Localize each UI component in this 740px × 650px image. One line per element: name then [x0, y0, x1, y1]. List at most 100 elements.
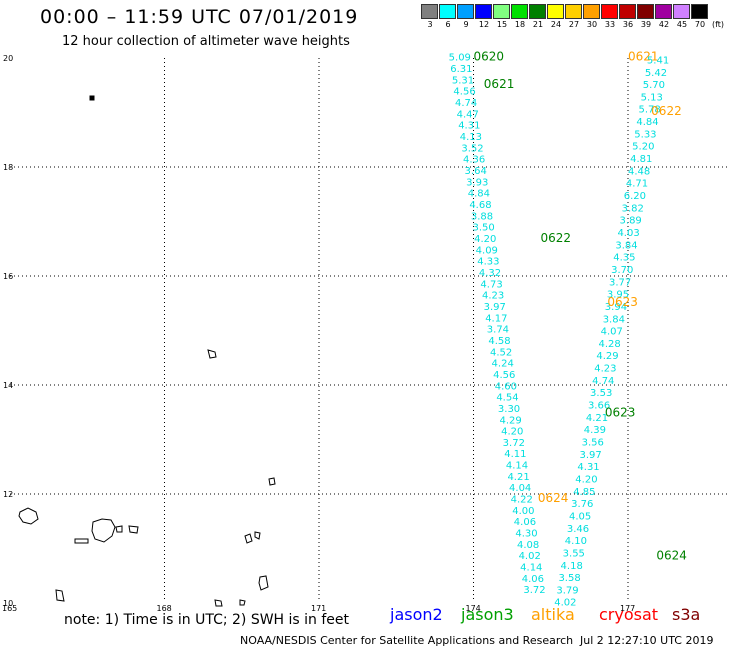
wave-height-value: 4.28	[598, 339, 620, 350]
island	[268, 477, 276, 486]
wave-height-value: 4.39	[584, 425, 606, 436]
wave-height-value: 3.64	[465, 166, 487, 177]
map-title: 00:00 – 11:59 UTC 07/01/2019	[40, 6, 359, 28]
wave-height-value: 5.42	[645, 68, 667, 79]
wave-height-value: 5.13	[641, 92, 663, 103]
time-tag: 0622	[540, 231, 571, 245]
legend-label: 3	[427, 20, 433, 29]
island	[128, 525, 139, 534]
wave-height-value: 4.60	[495, 381, 517, 392]
wave-height-value: 4.06	[522, 574, 544, 585]
island	[55, 589, 65, 602]
time-tag: 0624	[538, 491, 569, 505]
wave-height-value: 3.66	[588, 401, 610, 412]
wave-height-value: 4.85	[573, 487, 595, 498]
wave-height-value: 5.70	[643, 80, 665, 91]
legend-label: 39	[640, 20, 652, 29]
time-tag: 0621	[628, 50, 659, 64]
legend-label: 36	[622, 20, 634, 29]
wave-height-value: 3.88	[471, 211, 493, 222]
wave-height-value: 4.56	[493, 370, 515, 381]
wave-height-value: 4.14	[506, 461, 528, 472]
wave-height-value: 4.11	[504, 449, 526, 460]
wave-height-value: 3.70	[611, 265, 633, 276]
wave-height-value: 4.81	[630, 154, 652, 165]
island	[207, 349, 217, 359]
wave-height-value: 3.46	[567, 524, 589, 535]
wave-height-value: 3.30	[498, 404, 520, 415]
legend-swatch	[547, 4, 564, 19]
lon-label: 165	[2, 604, 17, 613]
wave-height-value: 4.56	[453, 87, 475, 98]
wave-height-value: 4.33	[477, 257, 499, 268]
legend-label: 21	[532, 20, 544, 29]
map-subtitle: 12 hour collection of altimeter wave hei…	[62, 34, 350, 49]
legend-label: 12	[478, 20, 490, 29]
wave-height-value: 5.78	[639, 105, 661, 116]
legend-swatch	[529, 4, 546, 19]
wave-height-value: 4.04	[509, 483, 531, 494]
time-tag: 0620	[474, 50, 505, 64]
wave-height-value: 3.94	[605, 302, 627, 313]
wave-height-value: 3.72	[503, 438, 525, 449]
island	[258, 575, 269, 591]
legend-label: 70	[694, 20, 706, 29]
wave-height-value: 4.29	[596, 351, 618, 362]
legend-swatches	[421, 4, 727, 19]
wave-height-value: 4.31	[577, 462, 599, 473]
wave-height-value: 4.09	[476, 245, 498, 256]
wave-height-value: 3.53	[590, 388, 612, 399]
legend-swatch	[673, 4, 690, 19]
wave-height-value: 3.89	[620, 216, 642, 227]
generated-timestamp: Jul 2 12:27:10 UTC 2019	[580, 634, 714, 647]
wave-height-value: 4.20	[575, 474, 597, 485]
wave-height-value: 4.84	[636, 117, 658, 128]
legend-swatch	[655, 4, 672, 19]
wave-height-value: 4.32	[479, 268, 501, 279]
satellite-name: altika	[531, 605, 575, 624]
legend-swatch	[637, 4, 654, 19]
wave-height-value: 4.47	[457, 109, 479, 120]
wave-height-value: 4.06	[514, 517, 536, 528]
wave-height-value: 6.20	[624, 191, 646, 202]
color-legend: 3 6 9 12 15 18 21 24 27 30 33 36 39 42 45 70 (ft)	[421, 4, 727, 29]
wave-height-value: 4.30	[515, 529, 537, 540]
island	[214, 599, 223, 607]
wave-height-value: 4.31	[458, 121, 480, 132]
satellite-name: s3a	[672, 605, 701, 624]
legend-label: 33	[604, 20, 616, 29]
wave-height-value: 4.02	[554, 598, 576, 609]
wave-height-value: 3.72	[523, 585, 545, 596]
legend-label: 24	[550, 20, 562, 29]
islands	[18, 95, 276, 607]
lon-label: 171	[311, 604, 326, 613]
wave-height-value: 3.55	[563, 548, 585, 559]
wave-height-value: 4.23	[594, 364, 616, 375]
wave-height-value: 4.48	[628, 166, 650, 177]
wave-height-value: 4.00	[512, 506, 534, 517]
wave-height-value: 4.29	[500, 415, 522, 426]
satellite-name: jason3	[461, 605, 514, 624]
wave-height-value: 4.73	[480, 279, 502, 290]
island	[254, 531, 261, 540]
wave-height-value: 3.79	[556, 585, 578, 596]
lon-label: 177	[620, 604, 635, 613]
wave-height-value: 3.84	[603, 314, 625, 325]
time-tag: 0621	[484, 77, 515, 91]
wave-height-value: 4.17	[485, 313, 507, 324]
time-tag: 0623	[607, 295, 638, 309]
wave-height-value: 3.50	[472, 223, 494, 234]
island	[239, 599, 246, 606]
wave-height-value: 3.95	[607, 290, 629, 301]
wave-height-value: 3.84	[615, 240, 637, 251]
wave-height-value: 4.20	[474, 234, 496, 245]
wave-height-value: 4.58	[488, 336, 510, 347]
wave-height-value: 4.20	[501, 427, 523, 438]
wave-height-value: 4.13	[460, 132, 482, 143]
island	[115, 525, 123, 533]
wave-height-value: 4.03	[617, 228, 639, 239]
lat-label: 18	[3, 163, 13, 172]
legend-swatch	[565, 4, 582, 19]
wave-height-value: 4.74	[455, 98, 477, 109]
